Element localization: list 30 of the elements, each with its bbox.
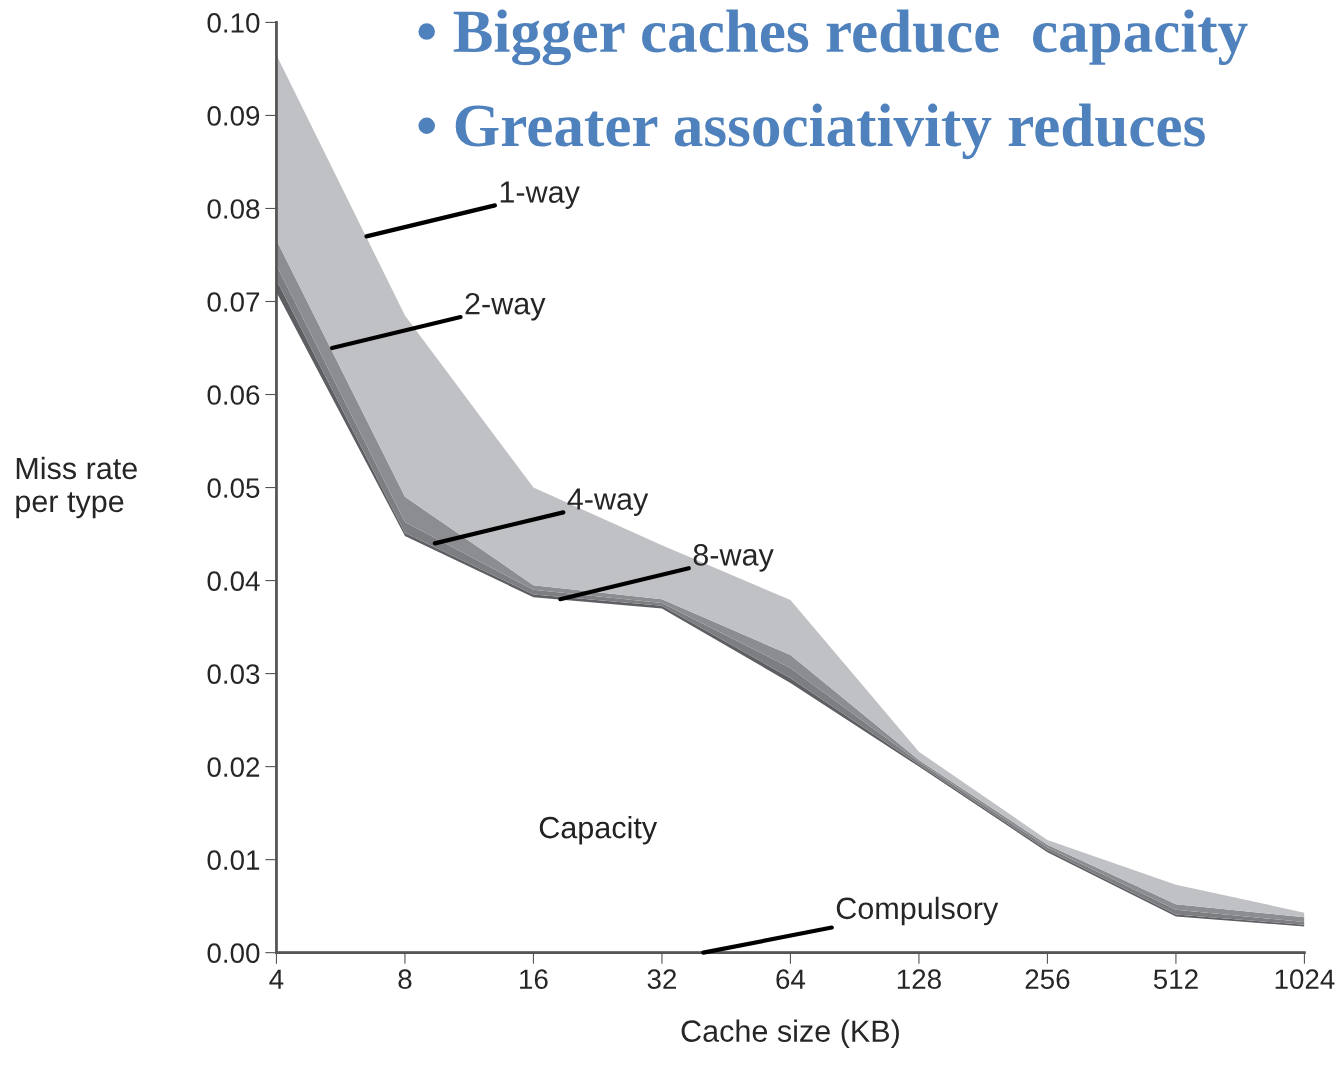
x-tick-label: 64 [776, 969, 806, 990]
x-tick-label: 16 [520, 969, 548, 990]
y-tick-label: 0.03 [207, 664, 260, 684]
annotation: 8-way [693, 544, 774, 572]
y-tick-label: 0.06 [207, 385, 260, 405]
annotation: 4-way [567, 488, 649, 516]
annotation: 1-way [500, 181, 580, 209]
x-axis-title: Cache size (KB) [681, 1019, 899, 1048]
x-tick-label: 8 [398, 969, 412, 990]
x-tick-label: 4 [269, 969, 284, 989]
y-tick-label: 0.01 [207, 850, 260, 870]
x-tick-label: 128 [897, 969, 941, 990]
annotation: • Greater associativity reduces [418, 103, 1205, 160]
annotation: • Bigger caches reduce capacity [418, 9, 1248, 66]
y-tick-label: 0.07 [207, 292, 260, 312]
x-tick-label: 256 [1025, 969, 1070, 990]
y-axis-title: Miss rate per type [16, 456, 137, 519]
annotation: Compulsory [836, 896, 999, 926]
annotation: 2-way [465, 292, 546, 321]
y-tick-label: 0.10 [207, 13, 260, 33]
y-tick-label: 0.08 [207, 199, 260, 219]
y-tick-label: 0.05 [207, 478, 260, 498]
x-tick-label: 512 [1153, 969, 1198, 990]
y-tick-label: 0.04 [207, 571, 260, 591]
y-tick-label: 0.02 [207, 757, 260, 777]
x-tick-label: 1024 [1275, 969, 1335, 990]
series-label: Capacity [539, 816, 658, 845]
y-tick-label: 0.09 [207, 106, 260, 126]
x-tick-label: 32 [647, 969, 676, 990]
y-tick-label: 0.00 [207, 943, 260, 963]
